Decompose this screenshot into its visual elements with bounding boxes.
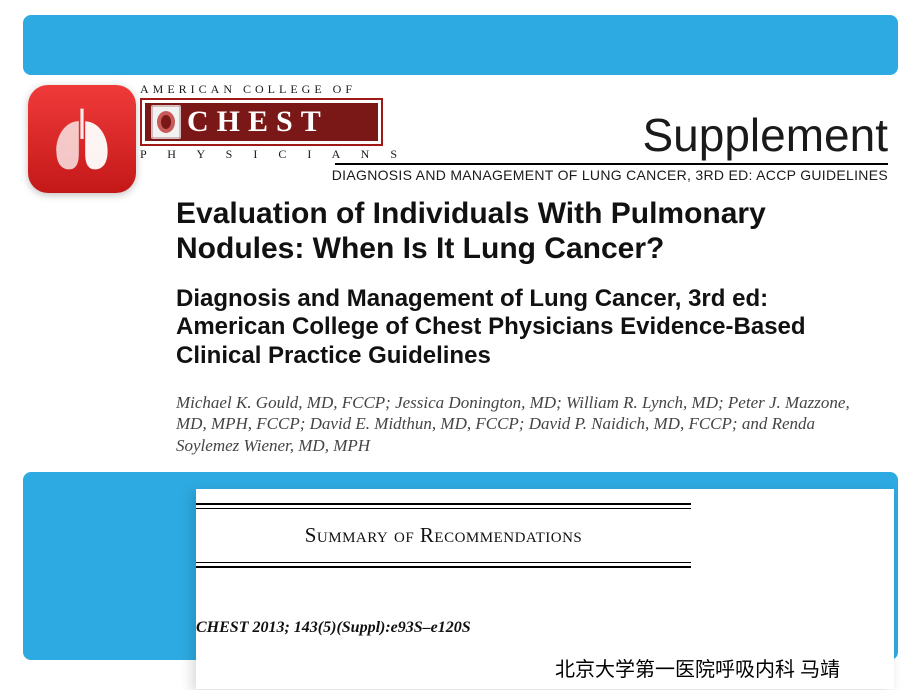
chest-crest-icon	[151, 105, 181, 139]
lungs-icon	[42, 99, 122, 179]
org-top-line: AMERICAN COLLEGE OF	[140, 82, 356, 97]
article-subtitle: Diagnosis and Management of Lung Cancer,…	[176, 285, 846, 370]
lungs-app-icon	[28, 85, 136, 193]
article-title: Evaluation of Individuals With Pulmonary…	[176, 197, 856, 266]
chest-logo-text: CHEST	[187, 105, 329, 139]
summary-heading-box: Summary of Recommendations	[196, 503, 691, 568]
chest-logo-box: CHEST	[140, 98, 383, 146]
footer-chinese-text: 北京大学第一医院呼吸内科 马靖	[555, 653, 840, 682]
authors-list: Michael K. Gould, MD, FCCP; Jessica Doni…	[176, 392, 866, 456]
header-rule	[335, 163, 888, 165]
chest-logo-inner: CHEST	[145, 103, 378, 141]
citation-text: CHEST 2013; 143(5)(Suppl):e93S–e120S	[196, 619, 471, 637]
top-accent-bar	[23, 15, 898, 75]
org-bottom-line: P H Y S I C I A N S	[140, 147, 406, 162]
summary-heading: Summary of Recommendations	[196, 508, 691, 563]
header-subline: DIAGNOSIS AND MANAGEMENT OF LUNG CANCER,…	[332, 167, 888, 183]
supplement-label: Supplement	[643, 108, 889, 162]
